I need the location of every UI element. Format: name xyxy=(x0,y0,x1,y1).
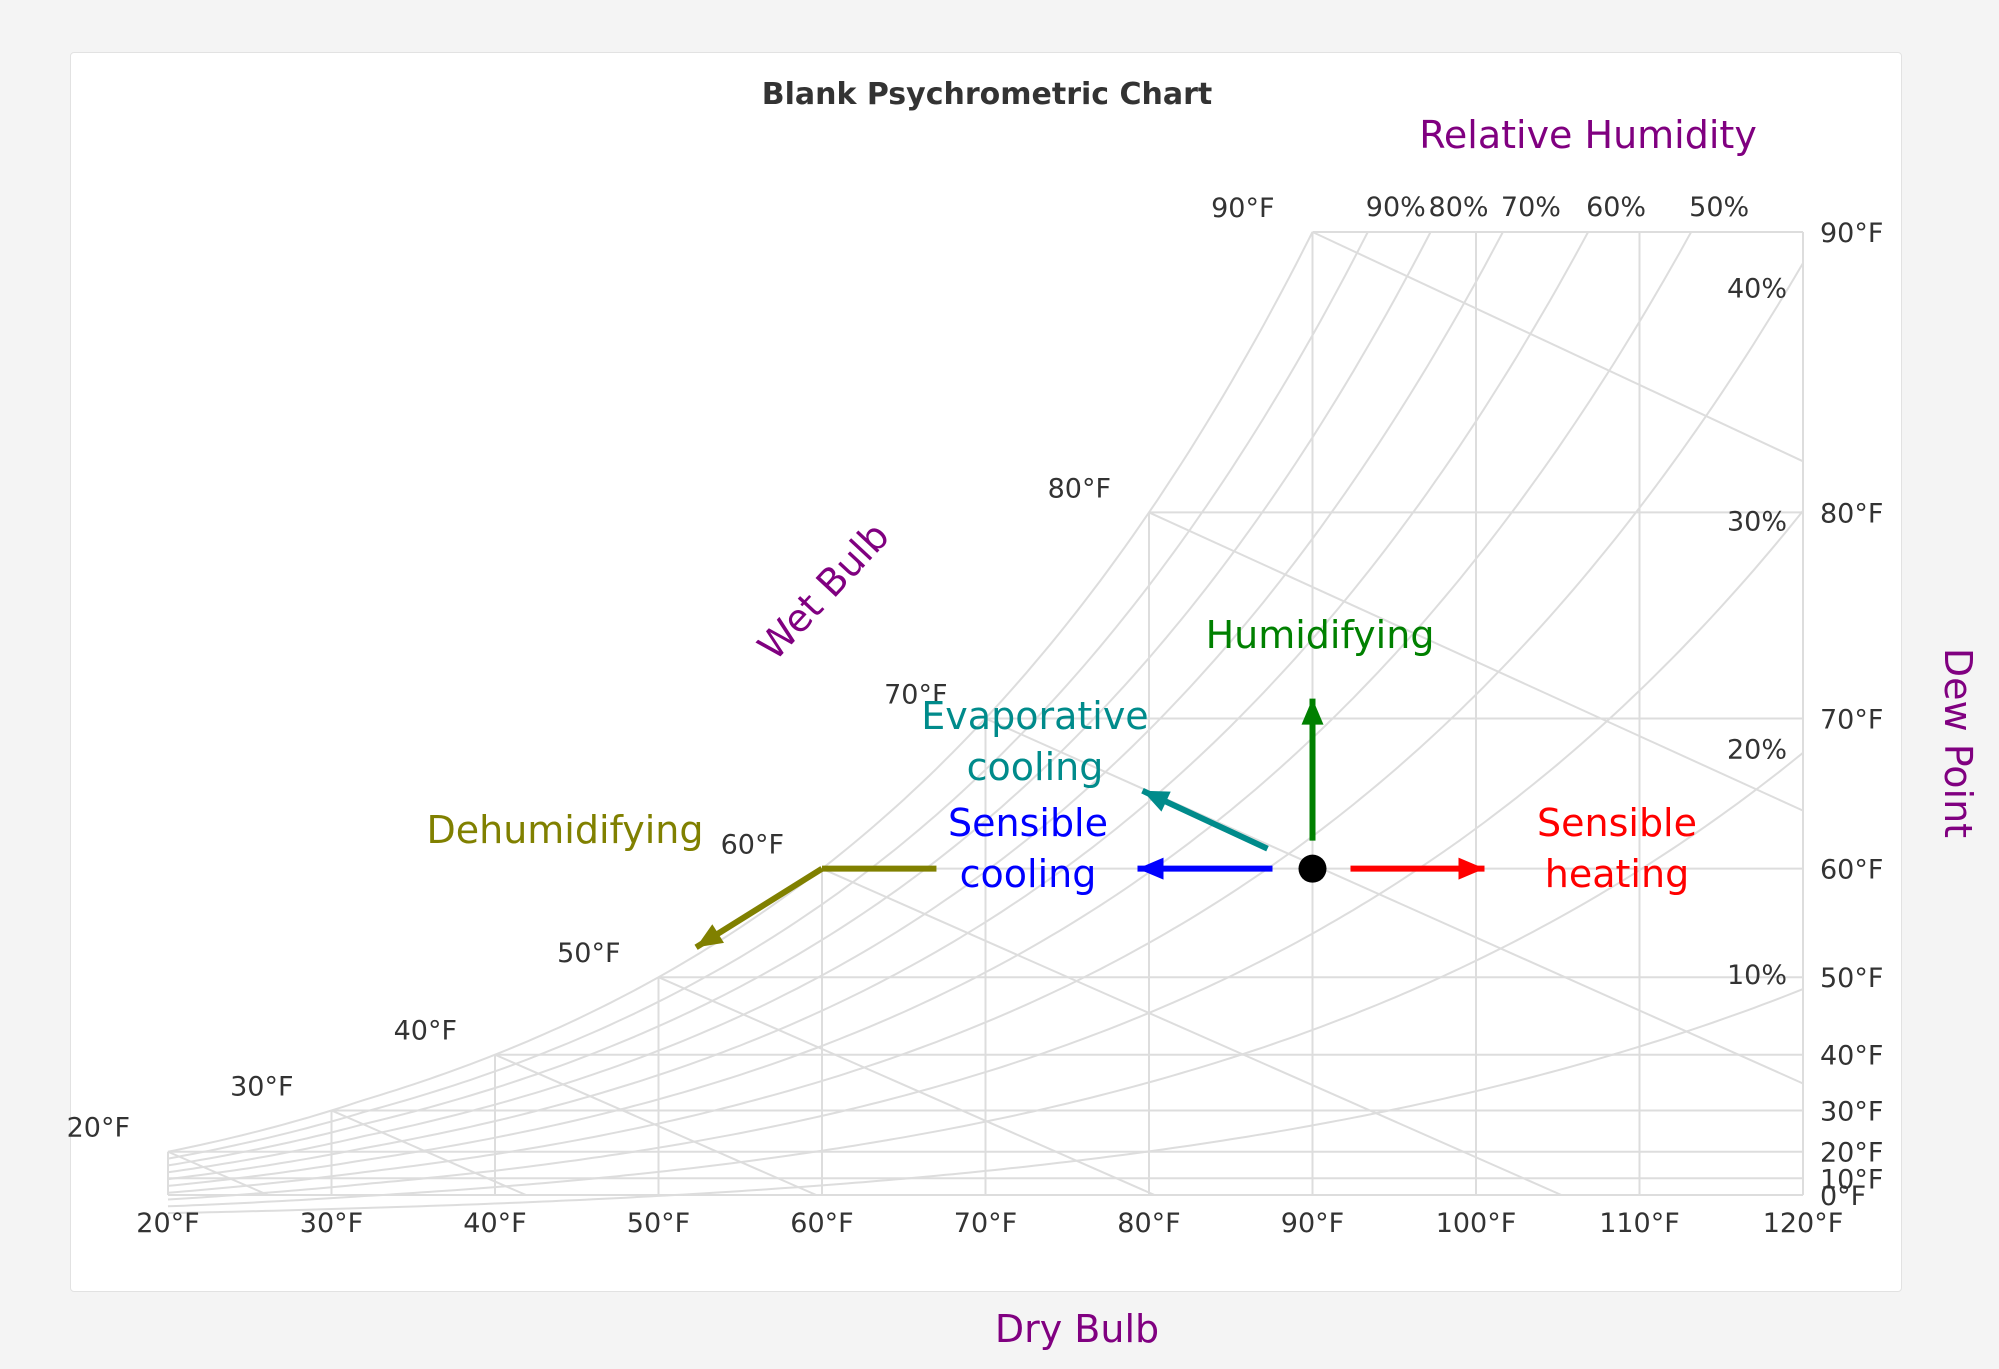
rh-side-label: 30% xyxy=(1727,507,1787,538)
dew-point-tick-label: 70°F xyxy=(1820,704,1883,735)
wet-bulb-label: 90°F xyxy=(1211,193,1274,224)
wet-bulb-label: 60°F xyxy=(721,830,784,861)
dry-bulb-tick-label: 100°F xyxy=(1436,1208,1517,1239)
dry-bulb-tick-label: 80°F xyxy=(1117,1208,1180,1239)
humidifying-label: Humidifying xyxy=(1206,613,1435,657)
chart-title: Blank Psychrometric Chart xyxy=(762,77,1213,112)
sensible-cooling-arrow xyxy=(1137,857,1273,880)
x-axis-label: Dry Bulb xyxy=(995,1307,1159,1351)
dry-bulb-tick-label: 30°F xyxy=(300,1208,363,1239)
chart-marks xyxy=(694,698,1485,950)
dry-bulb-tick-label: 120°F xyxy=(1763,1208,1844,1239)
sensible-cooling-label: Sensible xyxy=(948,801,1108,845)
wet-bulb-line xyxy=(985,717,1804,1085)
dry-bulb-tick-label: 70°F xyxy=(954,1208,1017,1239)
state-point xyxy=(1298,854,1327,883)
evaporative-cooling-label: Evaporative xyxy=(921,694,1148,738)
rh-curve xyxy=(167,510,1804,1201)
dry-bulb-tick-label: 110°F xyxy=(1599,1208,1680,1239)
wet-bulb-axis-label: Wet Bulb xyxy=(749,514,897,669)
rh-side-label: 20% xyxy=(1727,735,1787,766)
rh-side-label: 40% xyxy=(1727,273,1787,304)
rh-curve xyxy=(167,231,1504,1174)
sensible-heating-arrow-head xyxy=(1458,857,1485,880)
dew-point-tick-label: 50°F xyxy=(1820,963,1883,994)
wet-bulb-label: 40°F xyxy=(394,1016,457,1047)
wet-bulb-line xyxy=(1148,511,1804,812)
rh-side-label: 10% xyxy=(1727,960,1787,991)
wet-bulb-line xyxy=(167,1150,269,1196)
rh-curve xyxy=(167,231,1589,1181)
wet-bulb-label: 50°F xyxy=(557,938,620,969)
dew-point-tick-label: 90°F xyxy=(1820,218,1883,249)
wet-bulb-label: 30°F xyxy=(230,1071,293,1102)
sensible-heating-label: heating xyxy=(1545,852,1689,896)
dew-point-tick-label: 30°F xyxy=(1820,1096,1883,1127)
wet-bulb-label: 70°F xyxy=(884,679,947,710)
rh-axis-label: Relative Humidity xyxy=(1419,113,1757,157)
humidifying-arrow xyxy=(1301,698,1324,841)
dry-bulb-tick-label: 20°F xyxy=(136,1208,199,1239)
dehumidifying-arrow xyxy=(694,865,937,950)
wet-bulb-line xyxy=(821,867,1562,1196)
wet-bulb-line xyxy=(1312,231,1804,463)
rh-top-label: 60% xyxy=(1586,192,1646,223)
chart-grid xyxy=(167,231,1804,1215)
sensible-heating-arrow xyxy=(1350,857,1485,880)
sensible-heating-label: Sensible xyxy=(1537,801,1697,845)
wet-bulb-line xyxy=(494,1053,817,1196)
wet-bulb-line xyxy=(658,976,1155,1196)
rh-top-label: 70% xyxy=(1501,192,1561,223)
rh-top-label: 90% xyxy=(1366,192,1426,223)
rh-top-label: 50% xyxy=(1689,192,1749,223)
dehumidifying-arrow-head xyxy=(696,924,724,948)
dry-bulb-tick-label: 50°F xyxy=(627,1208,690,1239)
wet-bulb-label: 20°F xyxy=(67,1113,130,1144)
dry-bulb-tick-label: 90°F xyxy=(1281,1208,1344,1239)
dry-bulb-tick-label: 40°F xyxy=(463,1208,526,1239)
chart-labels: 0°F10°F20°F30°F40°F50°F60°F70°F80°F90°F2… xyxy=(67,192,1884,1239)
wet-bulb-label: 80°F xyxy=(1048,473,1111,504)
rh-curve xyxy=(167,231,1369,1160)
sensible-cooling-label: cooling xyxy=(960,852,1097,896)
sensible-cooling-arrow-head xyxy=(1137,857,1164,880)
rh-curve xyxy=(167,988,1804,1215)
dew-point-tick-label: 80°F xyxy=(1820,498,1883,529)
evaporative-cooling-label: cooling xyxy=(967,745,1104,789)
evaporative-cooling-arrow-head xyxy=(1142,790,1171,812)
evaporative-cooling-arrow xyxy=(1141,787,1269,852)
y-axis-label: Dew Point xyxy=(1936,648,1980,838)
dehumidifying-label: Dehumidifying xyxy=(426,808,703,852)
rh-curve xyxy=(167,262,1804,1194)
rh-top-label: 80% xyxy=(1429,192,1489,223)
dew-point-tick-label: 40°F xyxy=(1820,1041,1883,1072)
dry-bulb-tick-label: 60°F xyxy=(790,1208,853,1239)
dew-point-tick-label: 10°F xyxy=(1820,1164,1883,1195)
dew-point-tick-label: 0°F xyxy=(1820,1181,1866,1212)
rh-curve xyxy=(167,231,1314,1153)
humidifying-arrow-head xyxy=(1301,698,1324,725)
dew-point-tick-label: 60°F xyxy=(1820,855,1883,886)
rh-curve xyxy=(167,231,1432,1167)
dew-point-tick-label: 20°F xyxy=(1820,1138,1883,1169)
wet-bulb-line xyxy=(331,1109,527,1196)
